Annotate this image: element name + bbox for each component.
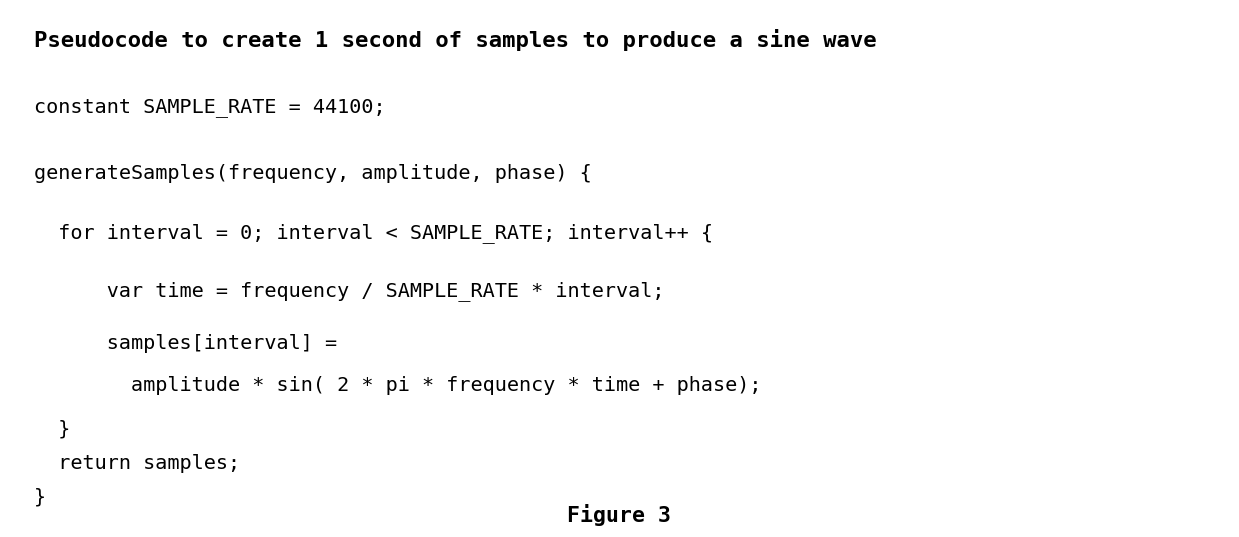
Text: constant SAMPLE_RATE = 44100;: constant SAMPLE_RATE = 44100; [35, 98, 385, 118]
Text: samples[interval] =: samples[interval] = [35, 333, 337, 353]
Text: }: } [35, 488, 46, 507]
Text: for interval = 0; interval < SAMPLE_RATE; interval++ {: for interval = 0; interval < SAMPLE_RATE… [35, 223, 714, 243]
Text: amplitude * sin( 2 * pi * frequency * time + phase);: amplitude * sin( 2 * pi * frequency * ti… [35, 376, 762, 395]
Text: generateSamples(frequency, amplitude, phase) {: generateSamples(frequency, amplitude, ph… [35, 164, 592, 183]
Text: return samples;: return samples; [35, 454, 240, 473]
Text: var time = frequency / SAMPLE_RATE * interval;: var time = frequency / SAMPLE_RATE * int… [35, 281, 665, 301]
Text: Pseudocode to create 1 second of samples to produce a sine wave: Pseudocode to create 1 second of samples… [35, 29, 877, 51]
Text: }: } [35, 419, 71, 439]
Text: Figure 3: Figure 3 [567, 504, 672, 526]
